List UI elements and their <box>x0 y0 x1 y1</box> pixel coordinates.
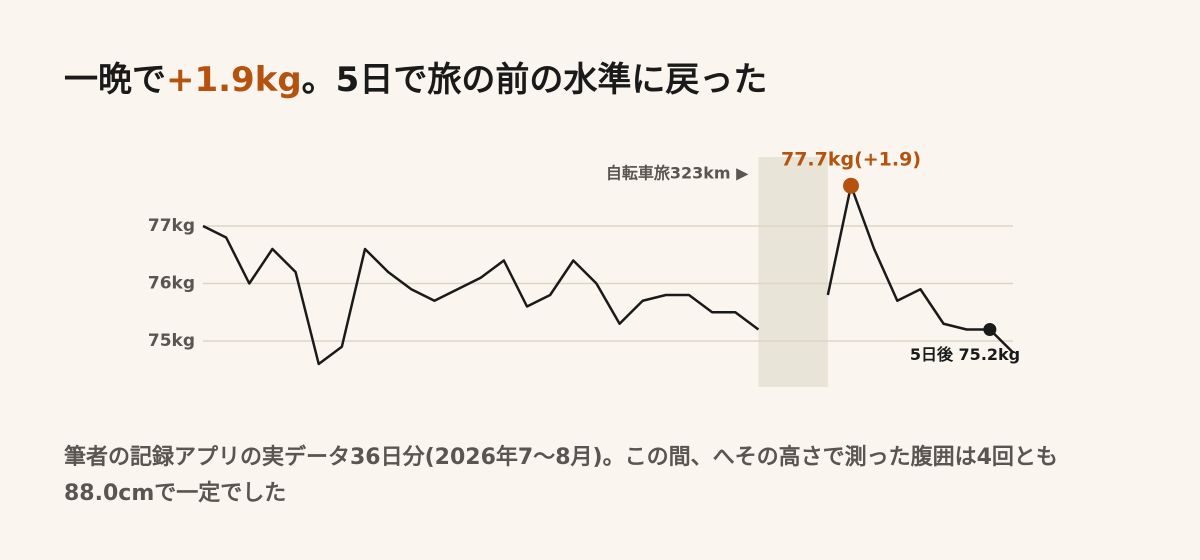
title-highlight: +1.9kg <box>166 60 302 100</box>
highlight-point <box>843 177 859 194</box>
title: 一晩で+1.9kg。5日で旅の前の水準に戻った <box>64 52 767 101</box>
annotation: 5日後 75.2kg <box>910 345 1020 364</box>
footnote: 筆者の記録アプリの実データ36日分(2026年7〜8月)。この間、へその高さで測… <box>64 445 1058 506</box>
chart: 自転車旅323km ▶ 75kg 76kg 77kg 77.7kg(+1.9) 5日後 7… <box>148 148 1020 387</box>
y-tick-label: 77kg <box>148 216 195 236</box>
y-tick-label: 76kg <box>148 274 195 294</box>
highlight-point <box>983 323 997 336</box>
title-part: 一晩で <box>64 60 166 100</box>
trip-band <box>758 157 828 387</box>
title-part: 。5日で旅の前の水準に戻った <box>301 60 768 100</box>
y-tick-label: 75kg <box>148 331 195 351</box>
annotation: 77.7kg(+1.9) <box>781 148 921 170</box>
weight-line <box>202 184 1014 366</box>
band-label: 自転車旅323km ▶ <box>606 164 749 183</box>
